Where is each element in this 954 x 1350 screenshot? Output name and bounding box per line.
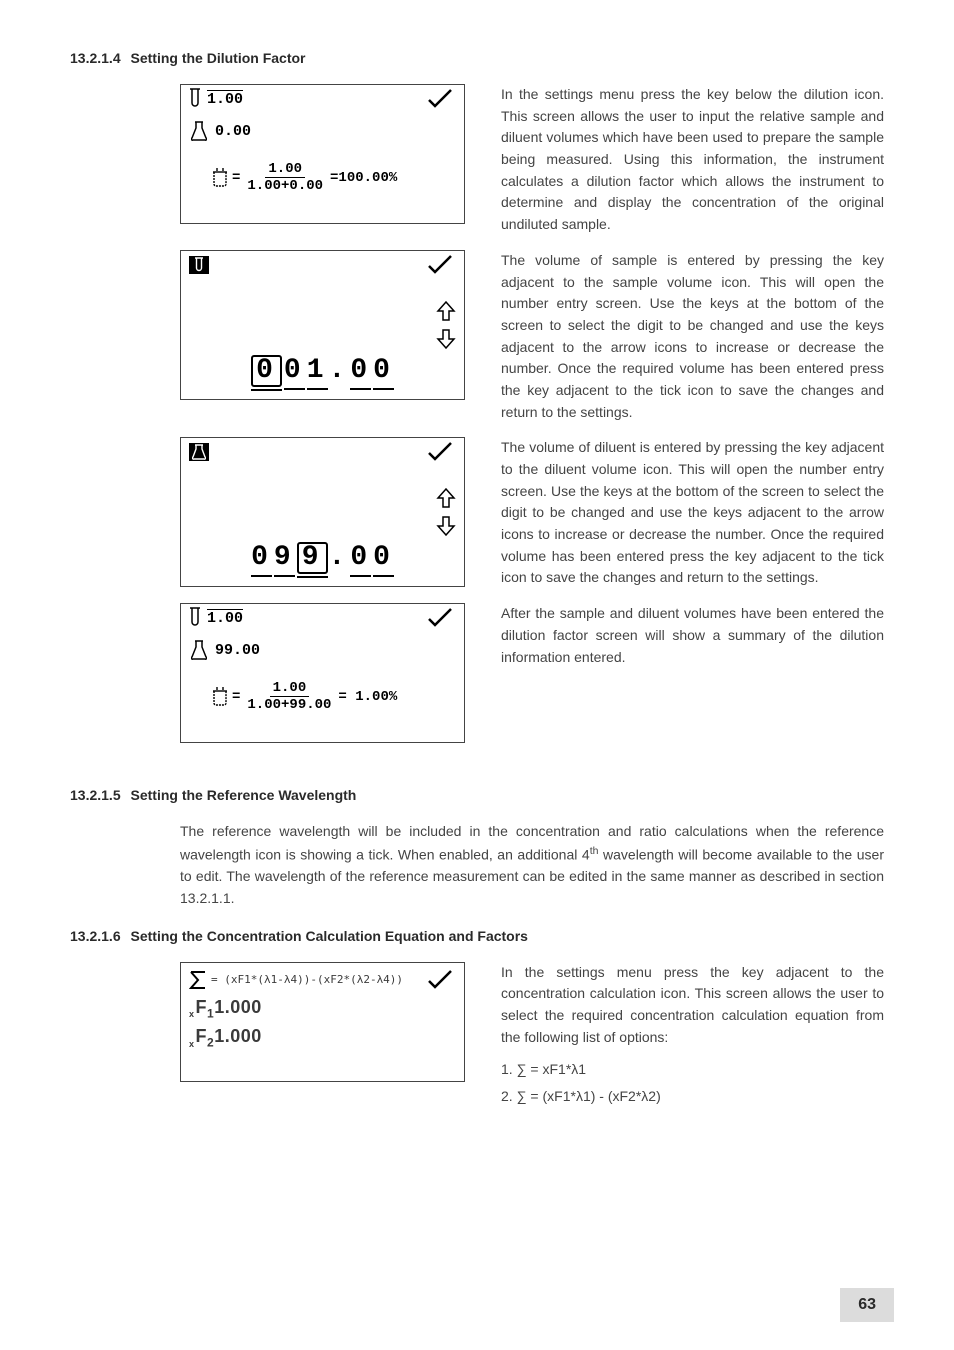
check-icon (426, 607, 454, 629)
check-icon (426, 88, 454, 110)
heading-number: 13.2.1.6 (70, 928, 121, 944)
dilution-formula: = 1.00 1.00+99.00 = 1.00% (211, 680, 397, 713)
tube-icon-highlighted (189, 256, 209, 274)
dilution-formula: = 1.00 1.00+0.00 =100.00% (211, 161, 397, 194)
formula-denominator: 1.00+0.00 (244, 178, 326, 194)
diluent-digit-display: 099.00 (181, 542, 464, 578)
heading-concentration-calc: 13.2.1.6 Setting the Concentration Calcu… (70, 928, 884, 944)
equation-option-2: 2. ∑ = (xF1*λ1) - (xF2*λ2) (501, 1085, 884, 1107)
heading-title: Setting the Dilution Factor (131, 50, 306, 66)
check-icon (426, 254, 454, 276)
up-arrow-icon[interactable] (434, 486, 458, 510)
lcd-box-diluent-entry: 099.00 (180, 437, 465, 587)
lcd-box-dilution-summary-final: 1.00 99.00 = 1.00 1.00+99.00 = 1.00% (180, 603, 465, 743)
equation-text: = (xF1*(λ1-λ4))-(xF2*(λ2-λ4)) (211, 973, 403, 986)
up-arrow-icon[interactable] (434, 299, 458, 323)
tube-icon (189, 88, 201, 110)
flask-icon (191, 121, 207, 141)
tube-icon (189, 607, 201, 629)
flask-icon (191, 640, 207, 660)
check-icon (426, 969, 454, 991)
heading-title: Setting the Concentration Calculation Eq… (131, 928, 528, 944)
formula-result: =100.00% (330, 170, 397, 186)
formula-result-prefix: = (338, 689, 346, 705)
factor-f2: xF21.000 (189, 1026, 454, 1050)
flask-icon-highlighted (189, 443, 209, 461)
heading-dilution-factor: 13.2.1.4 Setting the Dilution Factor (70, 50, 884, 66)
dilution-beaker-icon (211, 686, 229, 708)
lcd-box-dilution-summary-initial: 1.00 0.00 = 1.00 1.00+0.00 =100.00% (180, 84, 465, 224)
paragraph-reference-wavelength: The reference wavelength will be include… (180, 821, 884, 909)
page-number: 63 (840, 1288, 894, 1322)
formula-numerator: 1.00 (270, 680, 310, 697)
down-arrow-icon[interactable] (434, 514, 458, 538)
formula-result: 1.00% (355, 689, 397, 705)
formula-denominator: 1.00+99.00 (244, 697, 334, 713)
formula-numerator: 1.00 (265, 161, 305, 178)
diluent-volume-value: 0.00 (215, 123, 251, 140)
heading-number: 13.2.1.5 (70, 787, 121, 803)
dilution-beaker-icon (211, 167, 229, 189)
heading-number: 13.2.1.4 (70, 50, 121, 66)
paragraph-dilution-final: After the sample and diluent volumes hav… (501, 603, 884, 668)
sigma-icon (189, 970, 207, 990)
diluent-volume-value: 99.00 (215, 642, 260, 659)
down-arrow-icon[interactable] (434, 327, 458, 351)
sample-volume-value: 1.00 (207, 609, 243, 627)
lcd-box-sample-entry: 001.00 (180, 250, 465, 400)
sample-volume-value: 1.00 (207, 90, 243, 108)
paragraph-dilution-intro: In the settings menu press the key below… (501, 84, 884, 236)
paragraph-diluent-volume: The volume of diluent is entered by pres… (501, 437, 884, 589)
check-icon (426, 441, 454, 463)
heading-reference-wavelength: 13.2.1.5 Setting the Reference Wavelengt… (70, 787, 884, 803)
sample-digit-display: 001.00 (181, 355, 464, 391)
heading-title: Setting the Reference Wavelength (131, 787, 357, 803)
equation-option-1: 1. ∑ = xF1*λ1 (501, 1058, 884, 1080)
paragraph-concentration-intro: In the settings menu press the key adjac… (501, 962, 884, 1049)
lcd-box-concentration-equation: = (xF1*(λ1-λ4))-(xF2*(λ2-λ4)) xF11.000 x… (180, 962, 465, 1082)
paragraph-sample-volume: The volume of sample is entered by press… (501, 250, 884, 424)
factor-f1: xF11.000 (189, 997, 454, 1021)
